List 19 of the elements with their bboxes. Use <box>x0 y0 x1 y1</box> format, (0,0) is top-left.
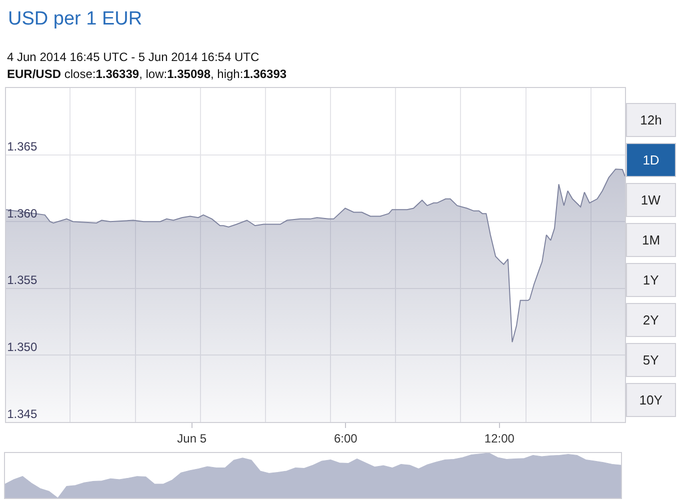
x-tick-label: 6:00 <box>334 431 358 446</box>
chart-title: USD per 1 EUR <box>8 8 142 30</box>
category-label: 1Y <box>642 272 660 288</box>
chart-subtitle: 4 Jun 2014 16:45 UTC - 5 Jun 2014 16:54 UTC <box>7 50 260 64</box>
category-label: 10Y <box>639 392 663 408</box>
y-tick-label: 1.345 <box>7 406 38 421</box>
category-label: 12h <box>640 112 662 128</box>
y-tick-label: 1.350 <box>7 340 38 354</box>
y-tick-label: 1.360 <box>7 206 38 220</box>
category-label: 5Y <box>642 352 660 368</box>
y-tick-label: 1.365 <box>7 140 38 154</box>
category-label: 1M <box>642 232 660 248</box>
category-label: 1D <box>642 152 660 168</box>
category-label: 2Y <box>642 312 660 328</box>
category-label: 1W <box>640 192 662 208</box>
x-tick-label: 12:00 <box>484 431 515 446</box>
x-tick-label: Jun 5 <box>177 431 207 446</box>
y-tick-label: 1.355 <box>7 273 38 288</box>
text: EUR/USD close:1.36339, low:1.35098, high:1.36393 <box>7 67 287 81</box>
